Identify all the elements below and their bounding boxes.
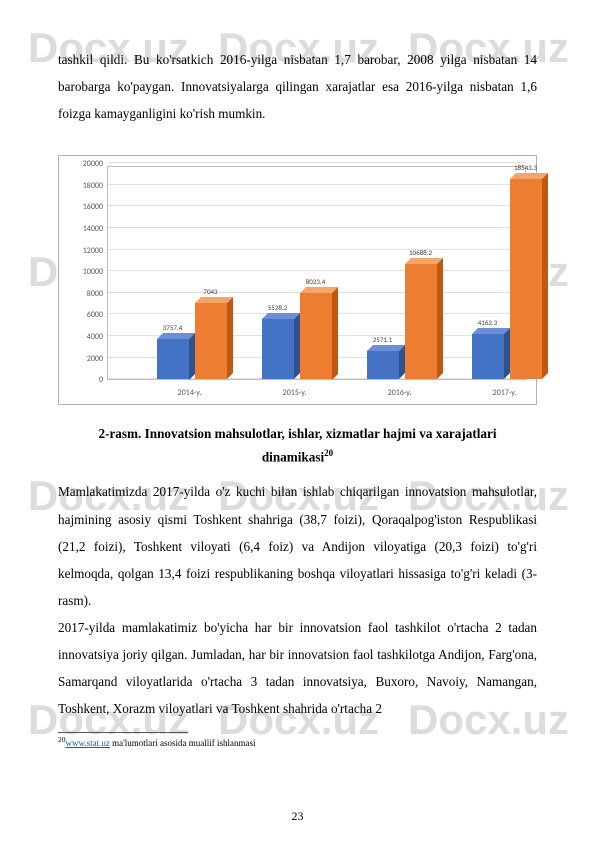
chart-x-label: 2016-y. [388,388,412,398]
chart-bar: 3757.4 [157,339,189,380]
chart-y-label: 16000 [69,202,103,212]
footnote-number: 20 [58,735,66,744]
chart-bar-value: 3757.4 [163,323,183,332]
chart-x-label: 2015-y. [283,388,307,398]
chart-container: 3757.470435528.28023.42571.110688.24162.… [58,155,537,405]
footnote-text: 20www.stat.uz ma'lumotlari asosida muall… [58,735,537,750]
chart-bar: 18543.3 [510,179,542,379]
chart-y-label: 10000 [69,267,103,277]
chart-y-label: 14000 [69,224,103,234]
paragraph-1: tashkil qildi. Bu ko'rsatkich 2016-yilga… [58,46,537,127]
chart-bar-value: 10688.2 [409,248,432,257]
chart-gridline [108,270,525,271]
chart-y-label: 12000 [69,246,103,256]
chart-bar: 4162.3 [472,334,504,379]
paragraph-2: Mamlakatimizda 2017-yilda o'z kuchi bila… [58,478,537,613]
chart-y-label: 4000 [69,332,103,342]
figure-caption: 2-rasm. Innovatsion mahsulotlar, ishlar,… [58,423,537,468]
chart-bar-value: 18543.3 [514,163,537,172]
chart-gridline [108,184,525,185]
caption-line-1: 2-rasm. Innovatsion mahsulotlar, ishlar,… [98,426,496,441]
chart-gridline [108,227,525,228]
chart-bar-value: 8023.4 [306,277,326,286]
chart-plot-area: 3757.470435528.28023.42571.110688.24162.… [107,166,526,380]
chart-y-label: 18000 [69,181,103,191]
footnote-separator [58,732,188,733]
chart-y-label: 8000 [69,289,103,299]
footnote-link[interactable]: www.stat.uz [66,738,110,748]
chart-bar: 10688.2 [405,264,437,379]
chart-bar-value: 4162.3 [478,318,498,327]
footnote-reference: 20 [324,448,333,458]
paragraph-3: 2017-yilda mamlakatimiz bo'yicha har bir… [58,614,537,722]
page-number: 23 [0,809,595,824]
chart-gridline [108,162,525,163]
chart-y-label: 20000 [69,159,103,169]
chart-y-label: 0 [69,375,103,385]
chart-x-label: 2014-y. [178,388,202,398]
chart-bar: 5528.2 [262,319,294,379]
chart-bar: 2571.1 [367,351,399,379]
chart-gridline [108,249,525,250]
chart-bar-value: 5528.2 [268,303,288,312]
chart-bar-value: 7043 [203,287,217,296]
chart-bar: 8023.4 [300,293,332,380]
footnote-body: ma'lumotlari asosida muallif ishlanmasi [110,738,256,748]
chart-bar-value: 2571.1 [373,335,393,344]
caption-line-2: dinamikasi [262,449,324,464]
chart-y-label: 6000 [69,310,103,320]
chart-y-label: 2000 [69,354,103,364]
chart-bar: 7043 [195,303,227,379]
chart-x-label: 2017-y. [493,388,517,398]
chart-gridline [108,205,525,206]
